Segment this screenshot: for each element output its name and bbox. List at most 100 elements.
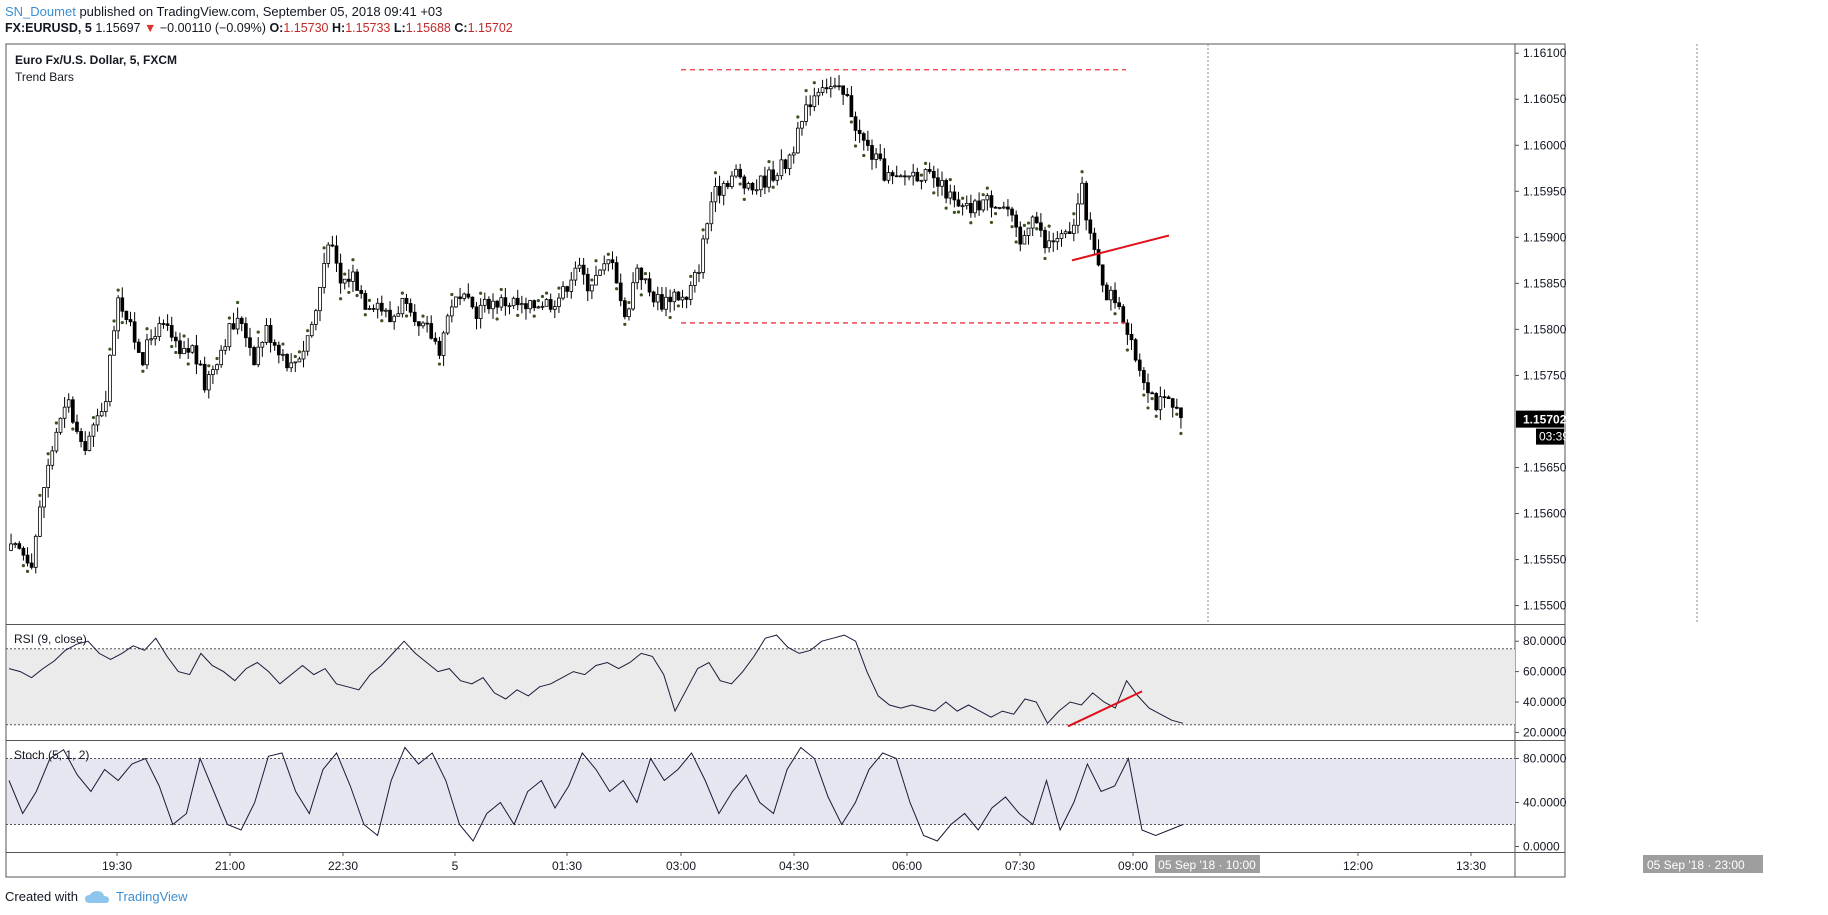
trend-dot bbox=[516, 313, 520, 317]
candle bbox=[750, 182, 755, 195]
indicator-trend-bars-label: Trend Bars bbox=[15, 70, 74, 84]
candle bbox=[1146, 373, 1150, 403]
cloud-logo-icon bbox=[84, 890, 109, 903]
candle bbox=[491, 293, 495, 319]
candle bbox=[643, 278, 648, 284]
candle bbox=[977, 192, 981, 216]
candle bbox=[297, 356, 302, 363]
trend-dot bbox=[985, 186, 989, 190]
time-tick-label: 01:30 bbox=[552, 859, 582, 873]
candle bbox=[804, 95, 808, 126]
candle bbox=[754, 179, 759, 195]
price-tick-label: 1.15500 bbox=[1523, 599, 1567, 613]
candle bbox=[417, 321, 421, 336]
candle bbox=[124, 310, 129, 325]
candle bbox=[828, 76, 833, 98]
candle bbox=[169, 316, 174, 342]
candle bbox=[190, 344, 195, 354]
trend-dot bbox=[1014, 240, 1018, 244]
candle bbox=[206, 370, 211, 399]
candle bbox=[989, 190, 994, 218]
tradingview-brand-link[interactable]: TradingView bbox=[115, 889, 188, 904]
candle bbox=[602, 255, 607, 275]
candle bbox=[1142, 367, 1146, 391]
candle bbox=[445, 313, 450, 336]
candle bbox=[239, 316, 244, 332]
candle bbox=[816, 88, 821, 106]
author-link[interactable]: SN_Doumet bbox=[5, 4, 76, 19]
trend-dot bbox=[215, 356, 219, 361]
candle bbox=[1100, 264, 1105, 293]
symbol-name[interactable]: FX:EURUSD, 5 bbox=[5, 21, 92, 35]
time-tag-bg-0 bbox=[1155, 855, 1260, 873]
candle bbox=[264, 318, 269, 345]
trend-dot bbox=[944, 206, 948, 210]
candle bbox=[548, 293, 553, 313]
rsi-trendline bbox=[1067, 690, 1143, 728]
candle bbox=[573, 261, 578, 286]
candle bbox=[791, 146, 796, 164]
candle bbox=[585, 267, 590, 302]
candle bbox=[515, 289, 520, 311]
trend-dot bbox=[1035, 227, 1039, 231]
candle bbox=[1014, 210, 1019, 237]
candle bbox=[610, 251, 615, 270]
symbol-bar: FX:EURUSD, 5 1.15697 ▼ −0.00110 (−0.09%)… bbox=[5, 21, 513, 35]
candle bbox=[58, 417, 63, 435]
trend-dot bbox=[46, 452, 50, 456]
price-tick-label: 1.15950 bbox=[1523, 184, 1567, 198]
candle bbox=[173, 331, 178, 348]
trend-dot bbox=[380, 319, 384, 323]
publish-info: SN_Doumet published on TradingView.com, … bbox=[5, 4, 442, 19]
time-tick-label: 5 bbox=[452, 859, 459, 873]
candle bbox=[734, 164, 738, 179]
candle bbox=[211, 365, 215, 384]
candle bbox=[1088, 212, 1093, 240]
candle bbox=[478, 298, 483, 329]
candle bbox=[330, 235, 335, 248]
trend-dot bbox=[91, 415, 96, 420]
rsi-band bbox=[7, 648, 1515, 725]
candle bbox=[66, 393, 71, 413]
candle bbox=[511, 296, 516, 309]
trend-dot bbox=[363, 313, 367, 317]
trend-dot bbox=[1150, 397, 1154, 401]
candle bbox=[898, 173, 903, 178]
candle bbox=[421, 321, 425, 329]
open-value: 1.15730 bbox=[283, 21, 329, 35]
candle bbox=[1039, 213, 1043, 238]
trend-dot bbox=[627, 300, 631, 305]
stoch-line bbox=[8, 746, 1184, 842]
candle bbox=[833, 77, 837, 89]
trend-dot bbox=[862, 153, 866, 158]
candle bbox=[1084, 180, 1089, 231]
candle bbox=[392, 314, 396, 330]
candle bbox=[861, 131, 866, 151]
candle bbox=[215, 363, 219, 375]
trend-dot bbox=[182, 334, 186, 338]
time-tick-label: 21:00 bbox=[215, 859, 245, 873]
trend-dot bbox=[948, 178, 952, 182]
candle bbox=[919, 179, 924, 190]
candle bbox=[42, 487, 46, 519]
candle bbox=[763, 166, 767, 195]
trend-dot bbox=[713, 171, 718, 175]
trend-dot bbox=[186, 362, 190, 366]
candle bbox=[1109, 286, 1113, 311]
candle bbox=[969, 194, 973, 218]
trend-dot bbox=[606, 252, 610, 256]
candle bbox=[1080, 176, 1084, 205]
candle bbox=[1059, 229, 1064, 247]
down-arrow-icon: ▼ bbox=[143, 21, 157, 35]
candle bbox=[618, 273, 623, 307]
candle bbox=[301, 340, 306, 368]
candle bbox=[289, 353, 294, 373]
candle bbox=[721, 180, 726, 206]
candle bbox=[408, 298, 413, 317]
trend-dot bbox=[1113, 312, 1117, 316]
candle bbox=[235, 307, 240, 335]
candle bbox=[544, 298, 549, 307]
rsi-line bbox=[8, 634, 1184, 725]
candle bbox=[800, 120, 804, 136]
